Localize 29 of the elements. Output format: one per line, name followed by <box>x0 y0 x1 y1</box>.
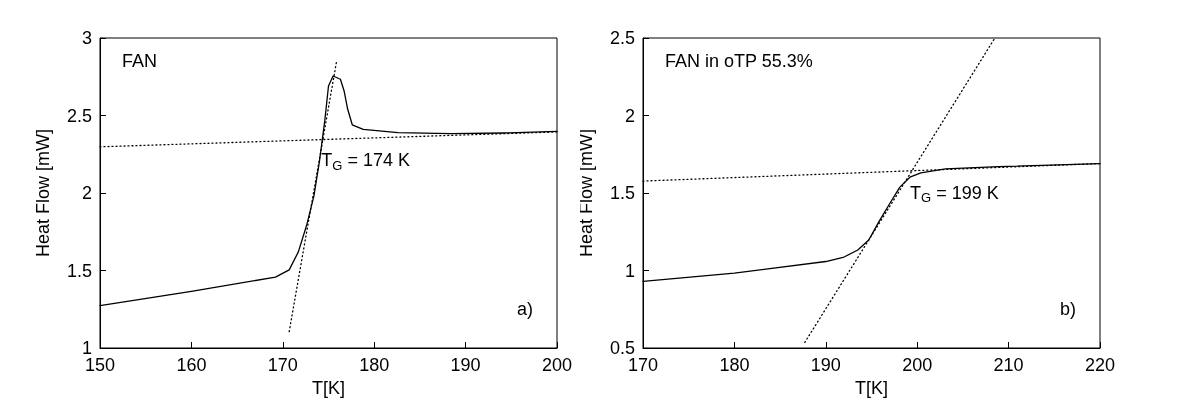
x-tick-label: 170 <box>267 355 298 375</box>
y-tick-label: 2 <box>81 183 92 203</box>
y-tick-label: 1.5 <box>609 183 635 203</box>
x-axis-title: T[K] <box>311 377 346 398</box>
x-axis-title: T[K] <box>854 377 889 398</box>
y-tick-label: 2 <box>624 105 635 126</box>
y-tick-label: 0.5 <box>609 338 635 358</box>
y-axis-title: Heat Flow [mW] <box>33 128 53 258</box>
annotation: a) <box>517 299 534 319</box>
y-tick-label: 3 <box>81 28 92 48</box>
y-tick-label: 2.5 <box>609 28 635 48</box>
y-tick-label: 2.5 <box>66 105 92 126</box>
x-tick-label: 200 <box>902 355 933 375</box>
annotation: FAN <box>122 51 158 71</box>
annotation: FAN in oTP 55.3% <box>665 51 813 71</box>
x-tick-label: 190 <box>450 355 481 375</box>
x-tick-label: 190 <box>810 355 841 375</box>
x-tick-label: 180 <box>719 355 750 375</box>
x-tick-label: 170 <box>627 355 659 375</box>
x-tick-label: 160 <box>176 355 207 375</box>
x-tick-label: 210 <box>993 355 1024 375</box>
x-tick-label: 180 <box>359 355 390 375</box>
x-tick-label: 220 <box>1084 355 1116 375</box>
x-tick-label: 200 <box>541 355 573 375</box>
y-tick-label: 1 <box>624 260 635 281</box>
annotation: b) <box>1060 299 1077 319</box>
y-tick-label: 1.5 <box>66 260 92 281</box>
x-tick-label: 150 <box>84 355 116 375</box>
y-tick-label: 1 <box>81 338 92 358</box>
